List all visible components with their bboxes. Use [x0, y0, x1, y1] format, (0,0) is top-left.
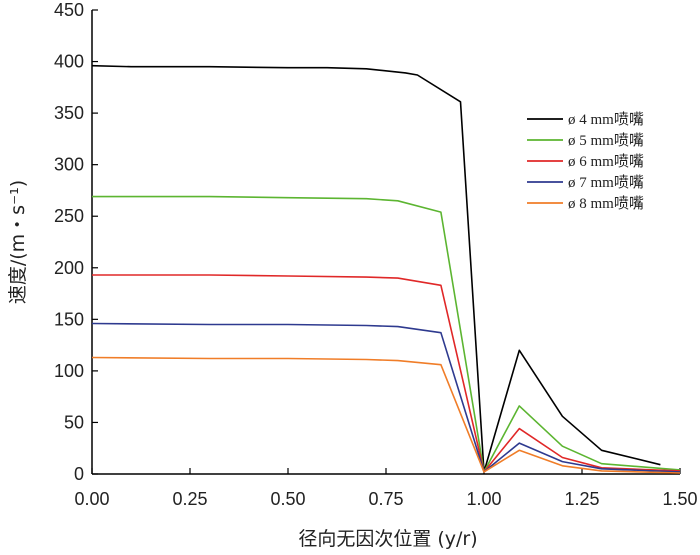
y-tick-label: 400 [54, 52, 84, 72]
legend-label-3: ø 6 mm喷嘴 [568, 153, 644, 170]
legend-label-4: ø 7 mm喷嘴 [568, 174, 644, 191]
y-tick-label: 300 [54, 155, 84, 175]
legend-label-1: ø 4 mm喷嘴 [568, 111, 644, 128]
series-lines [91, 64, 681, 474]
legend: ø 4 mm喷嘴 ø 5 mm喷嘴 ø 6 mm喷嘴 ø 7 mm喷嘴 ø 8 mm喷嘴 [527, 111, 644, 212]
series-line-1 [91, 64, 661, 473]
y-tick-label: 200 [54, 258, 84, 278]
y-axis-title: 速度/(m・s⁻¹) [7, 180, 29, 304]
x-tick-label: 1.00 [466, 489, 501, 509]
y-tick-label: 50 [64, 412, 84, 432]
legend-label-5: ø 8 mm喷嘴 [568, 195, 644, 212]
x-axis-title: 径向无因次位置 (y/r) [298, 528, 477, 550]
y-tick-label: 350 [54, 103, 84, 123]
y-tick-label: 100 [54, 361, 84, 381]
series-line-2 [92, 195, 681, 473]
x-tick-label: 0.75 [368, 489, 403, 509]
series-line-5 [91, 356, 681, 474]
axes: 0 50 100 150 200 250 300 350 400 450 0.00 0.25 0.50 0… [54, 0, 698, 509]
y-tick-label: 150 [54, 309, 84, 329]
y-tick-label: 0 [74, 464, 84, 484]
y-tick-label: 450 [54, 0, 84, 20]
legend-label-2: ø 5 mm喷嘴 [568, 132, 644, 149]
x-tick-label: 0.50 [270, 489, 305, 509]
series-line-4 [91, 322, 681, 473]
series-line-3 [92, 274, 681, 473]
x-tick-label: 1.50 [662, 489, 697, 509]
y-tick-label: 250 [54, 206, 84, 226]
x-tick-label: 1.25 [564, 489, 599, 509]
x-tick-label: 0.25 [172, 489, 207, 509]
x-tick-label: 0.00 [74, 489, 109, 509]
